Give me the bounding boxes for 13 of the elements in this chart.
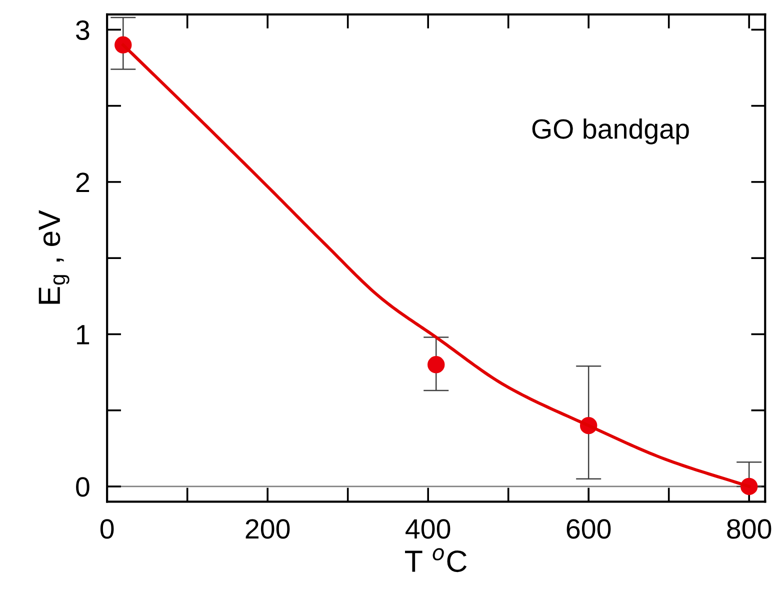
- x-axis-title: T $^{o}$C: [405, 548, 467, 572]
- x-tick-label: 600: [566, 519, 611, 539]
- y-tick-label: 3: [76, 20, 90, 40]
- x-tick-label: 200: [246, 519, 290, 539]
- y-axis-title: E$_{g}$ , eV: [38, 210, 70, 304]
- annotation: GO bandgap: [532, 118, 689, 144]
- x-tick-label: 0: [100, 519, 114, 539]
- y-tick-label: 2: [76, 172, 90, 192]
- y-tick-label: 0: [76, 477, 90, 497]
- y-tick-label: 1: [77, 325, 90, 344]
- x-tick-label: 400: [406, 519, 450, 539]
- x-tick-label: 800: [727, 519, 772, 539]
- point: [428, 356, 445, 374]
